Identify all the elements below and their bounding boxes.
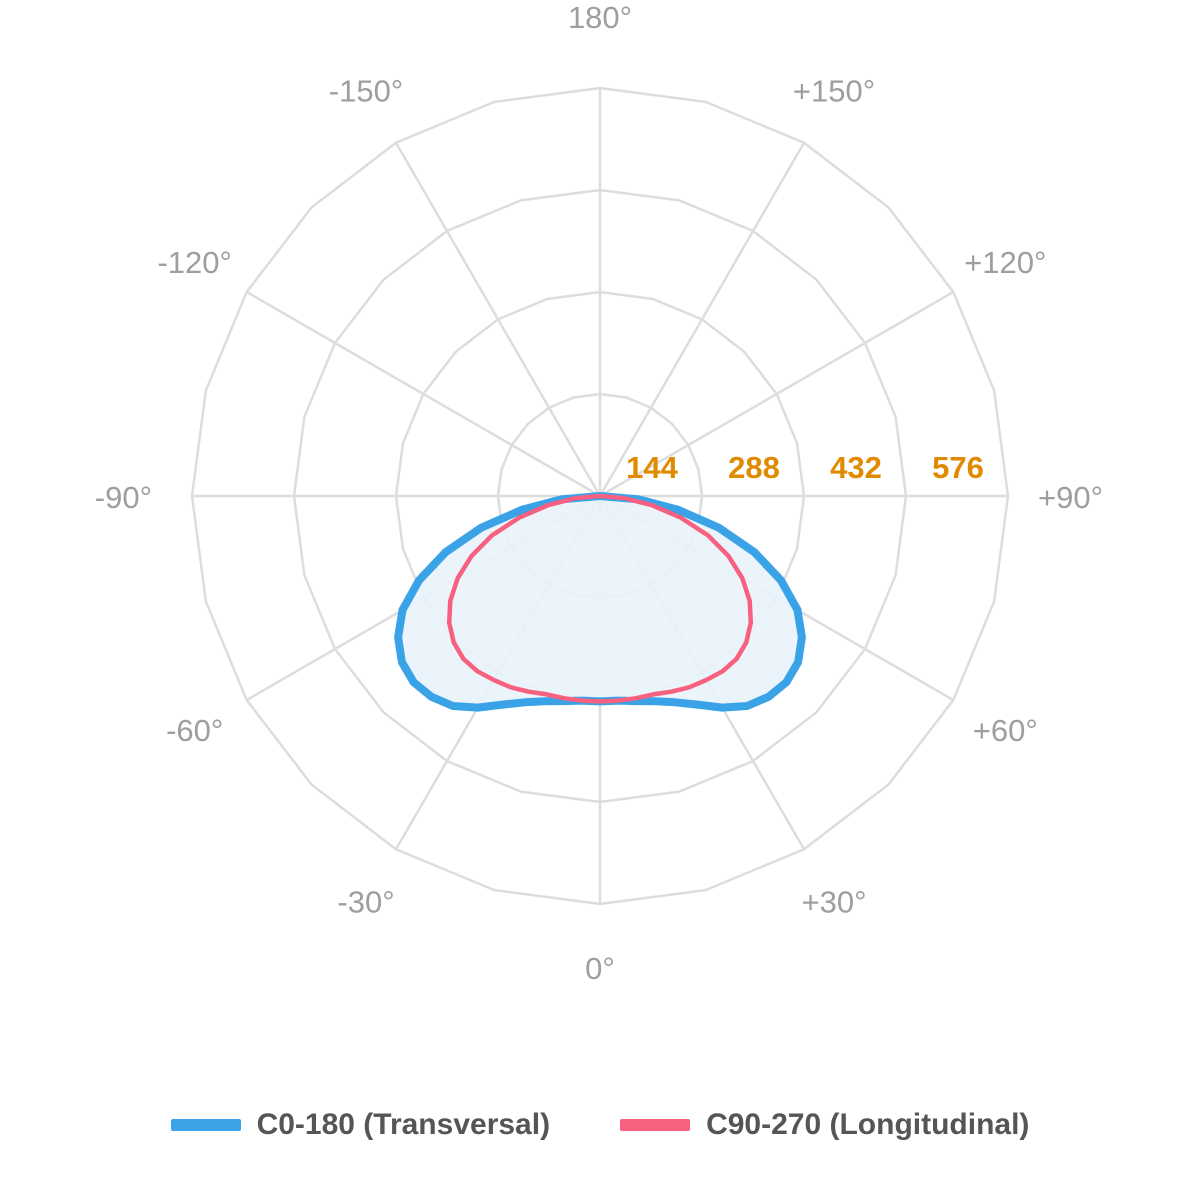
angle-label: +30° — [802, 884, 867, 919]
angle-label: -30° — [337, 884, 394, 919]
radial-label-432: 432 — [830, 450, 882, 485]
radial-label-576: 576 — [932, 450, 984, 485]
radial-labels: 144 288 432 576 — [626, 450, 984, 485]
legend-swatch-longitudinal — [620, 1119, 691, 1131]
angle-label: +60° — [973, 713, 1038, 748]
legend-swatch-transversal — [170, 1119, 241, 1131]
grid-spoke — [598, 142, 806, 497]
series-line-longitudinal — [446, 493, 754, 704]
series-layer — [394, 492, 806, 712]
angle-label: 180° — [568, 0, 632, 35]
grid-spoke — [394, 142, 602, 497]
grid-spoke — [599, 290, 954, 498]
angle-label: -150° — [329, 74, 403, 109]
legend-label-transversal: C0-180 (Transversal) — [256, 1108, 551, 1141]
legend-item-transversal[interactable]: C0-180 (Transversal) — [170, 1108, 551, 1142]
angle-label: -60° — [166, 713, 223, 748]
angle-labels: 180° +150° +120° +90° +60° +30° 0° -30° -60° -90°… — [95, 0, 1103, 986]
angle-label: 0° — [585, 951, 615, 986]
angle-label: +150° — [793, 74, 875, 109]
series-line-transversal — [394, 492, 806, 712]
legend-label-longitudinal: C90-270 (Longitudinal) — [706, 1108, 1030, 1141]
legend-item-longitudinal[interactable]: C90-270 (Longitudinal) — [620, 1108, 1029, 1142]
legend: C0-180 (Transversal) C90-270 (Longitudin… — [0, 1100, 1200, 1150]
radial-label-144: 144 — [626, 450, 678, 485]
angle-label: +90° — [1038, 480, 1103, 515]
angle-label: -120° — [157, 245, 231, 280]
polar-chart: 180° +150° +120° +90° +60° +30° 0° -30° -60° -90°… — [95, 0, 1103, 986]
grid-spoke — [246, 290, 601, 498]
angle-label: -90° — [95, 480, 152, 515]
angle-label: +120° — [964, 245, 1046, 280]
radial-label-288: 288 — [728, 450, 780, 485]
